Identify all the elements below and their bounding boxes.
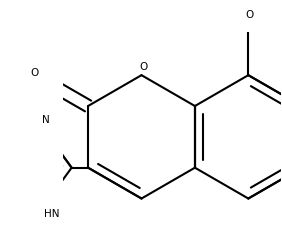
Text: O: O [31,68,39,78]
Text: O: O [139,62,148,72]
Text: N: N [42,115,49,125]
Text: O: O [245,10,254,20]
Text: HN: HN [44,209,59,219]
